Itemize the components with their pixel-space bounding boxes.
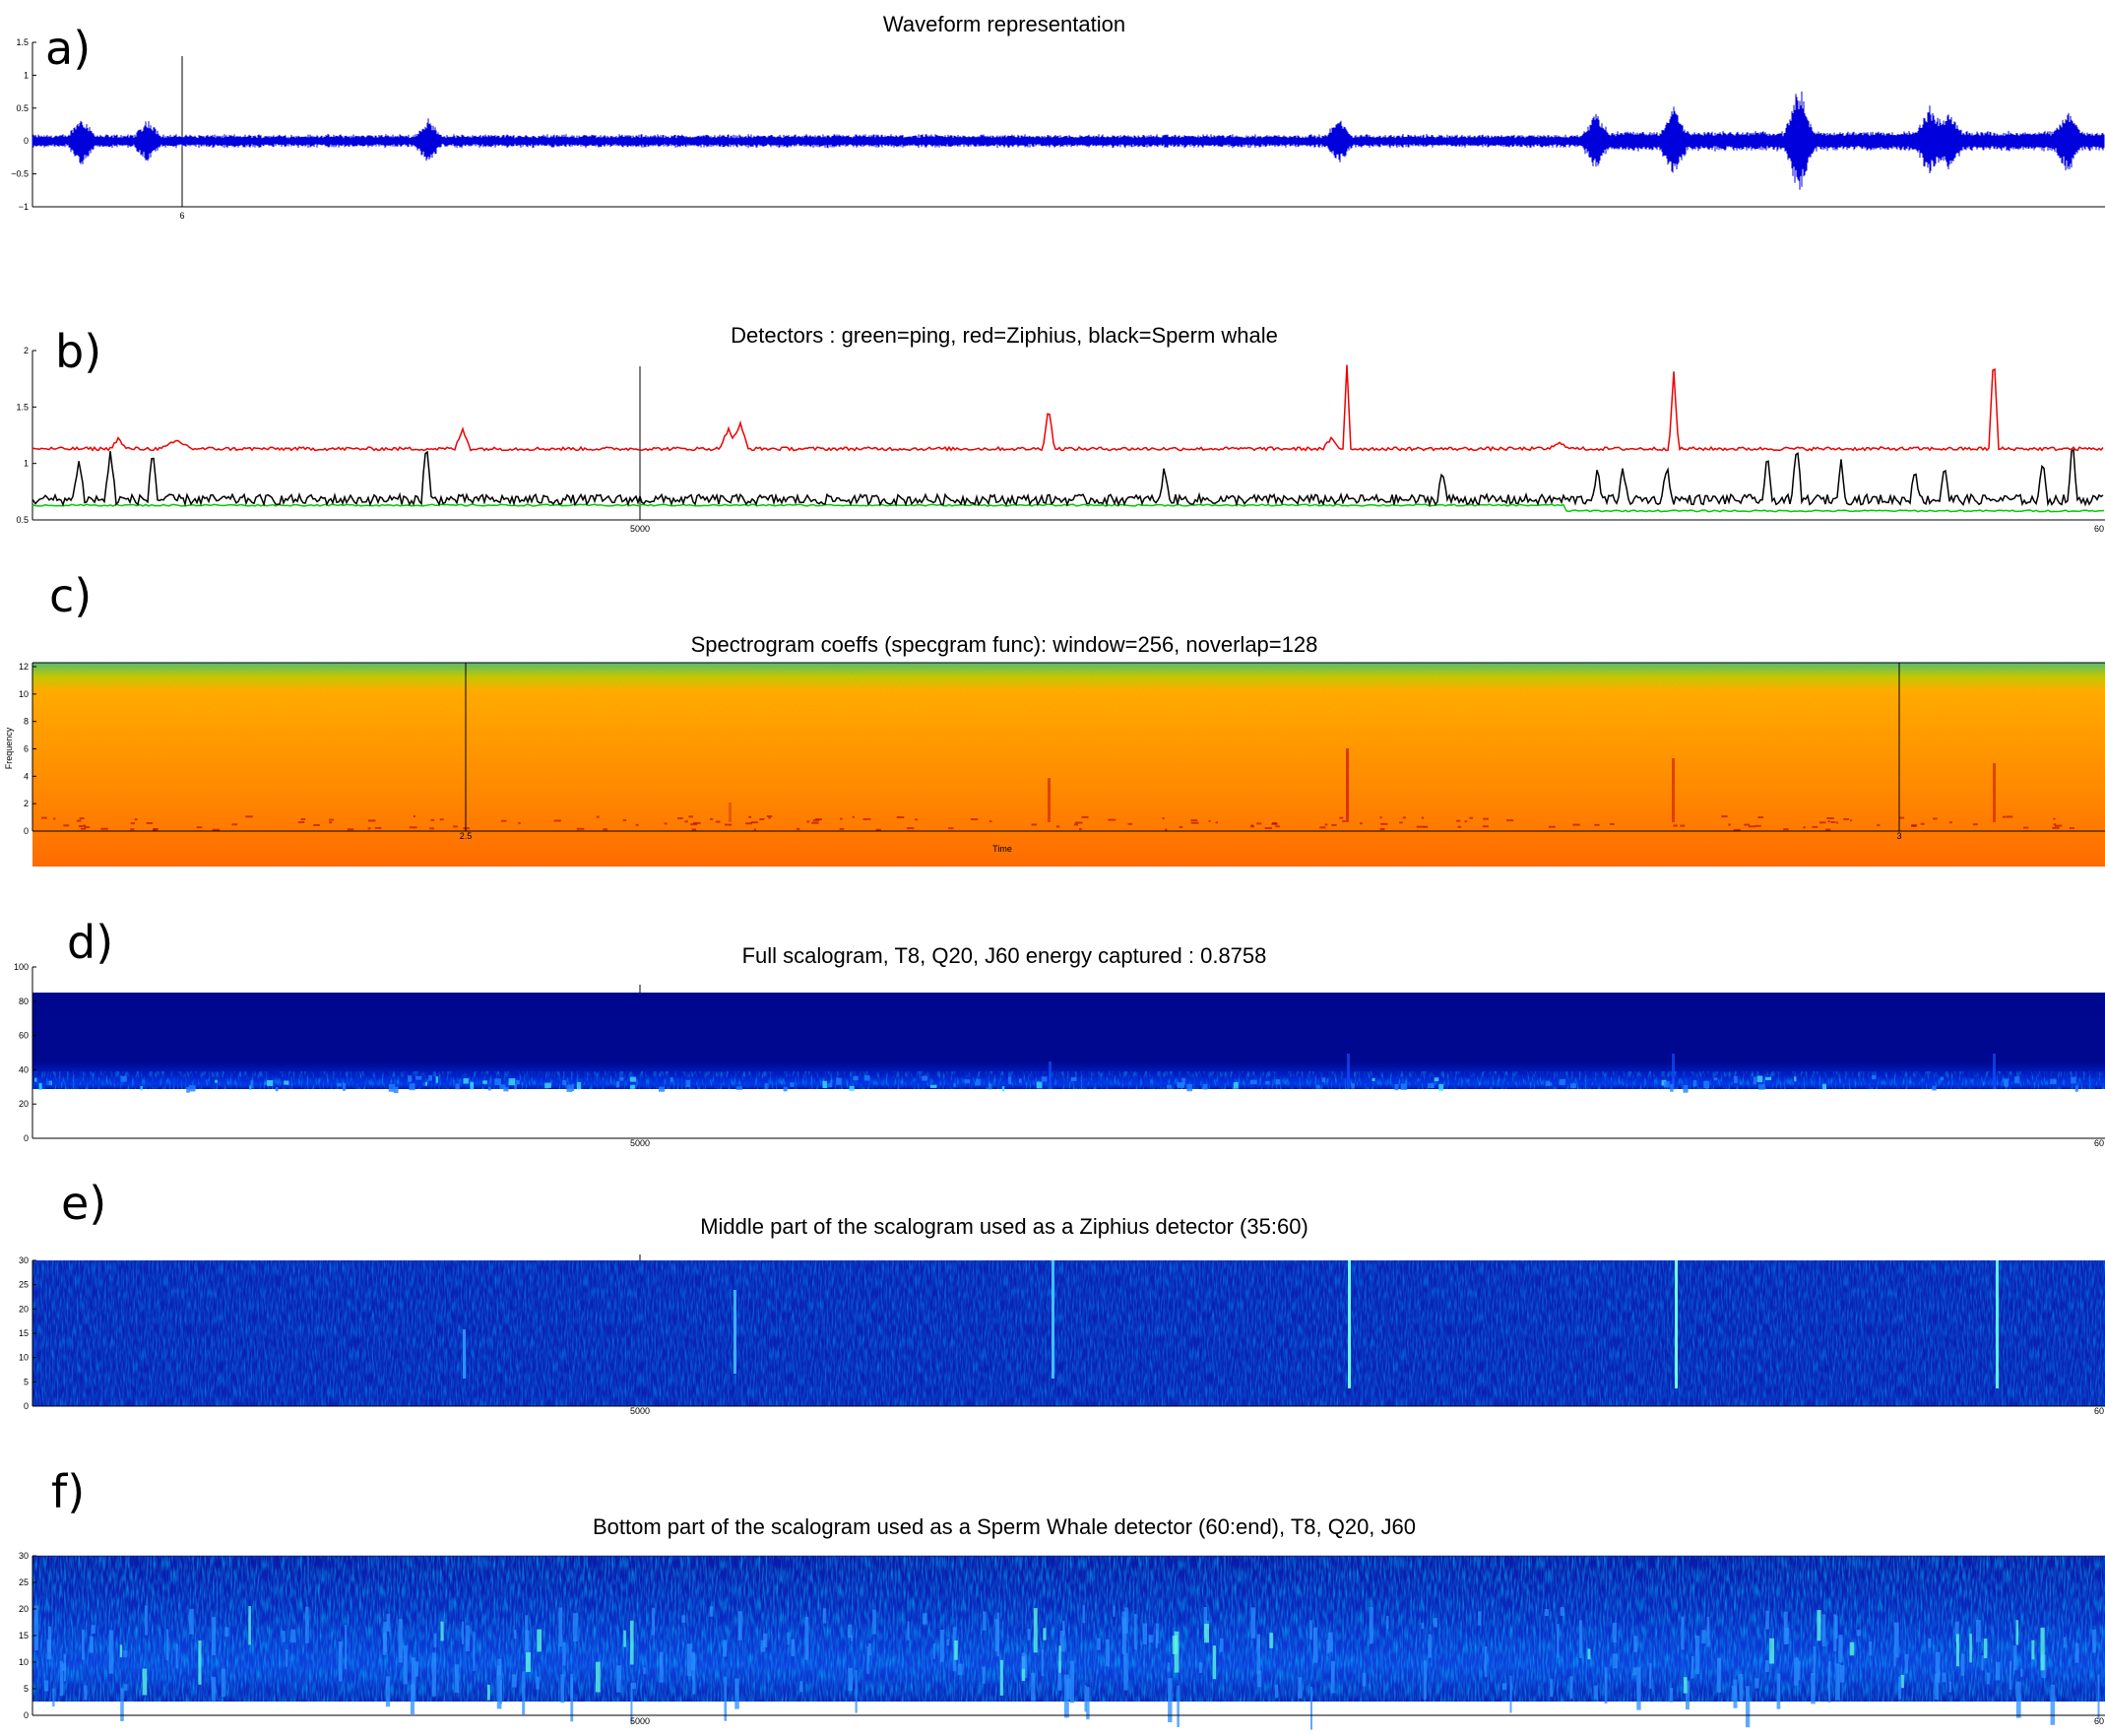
spectrogram-chart: 12 10 8 6 4 2 0 2.5 3 Time Frequency — [4, 662, 2105, 867]
y-tick-label: 20 — [19, 1604, 29, 1614]
y-tick-label: 40 — [19, 1064, 29, 1074]
y-tick-label: 4 — [24, 771, 29, 781]
y-tick-label: 0 — [24, 1401, 29, 1411]
y-axis-label: Frequency — [4, 727, 14, 769]
x-tick-label: 60 — [2094, 1138, 2104, 1148]
x-tick-label: 2.5 — [460, 831, 473, 841]
y-tick-label: 10 — [19, 1657, 29, 1667]
y-tick-label: 2 — [24, 799, 29, 808]
y-tick-label: 30 — [19, 1255, 29, 1265]
panel-label: b) — [55, 325, 102, 378]
panel-title: Bottom part of the scalogram used as a S… — [592, 1514, 1417, 1539]
y-tick-labels: 30 25 20 15 10 5 0 — [19, 1255, 36, 1411]
panel-title: Waveform representation — [882, 12, 1126, 36]
panel-title: Spectrogram coeffs (specgram func): wind… — [690, 632, 1318, 657]
y-tick-label: 15 — [19, 1328, 29, 1338]
y-tick-label: 5 — [24, 1377, 29, 1386]
x-tick-label: 5000 — [630, 1138, 650, 1148]
y-tick-labels: 100 80 60 40 20 0 — [14, 962, 36, 1143]
y-tick-label: 0.5 — [16, 103, 29, 113]
y-tick-label: −1 — [19, 202, 29, 212]
y-tick-label: 12 — [19, 662, 29, 672]
full-scalogram-chart: 100 80 60 40 20 0 5000 60 — [14, 962, 2105, 1148]
x-tick-label: 5000 — [630, 1716, 650, 1726]
x-tick-label: 3 — [1896, 831, 1901, 841]
y-tick-label: 0 — [24, 136, 29, 146]
panel-label: d) — [67, 916, 114, 969]
y-tick-label: 1 — [24, 459, 29, 469]
y-tick-label: −0.5 — [11, 169, 29, 179]
y-tick-label: 1.5 — [16, 37, 29, 47]
y-tick-label: 25 — [19, 1577, 29, 1587]
waveform-series — [32, 91, 2105, 190]
y-tick-label: 0 — [24, 1133, 29, 1143]
y-tick-label: 60 — [19, 1031, 29, 1041]
y-tick-label: 30 — [19, 1551, 29, 1561]
detector-chart: 2 1.5 1 0.5 5000 60 — [16, 346, 2105, 534]
panel-c: c) Spectrogram coeffs (specgram func): w… — [0, 561, 2105, 867]
sperm-whale-series — [32, 448, 2104, 508]
y-tick-label: 1 — [24, 70, 29, 80]
panel-a: a) Waveform representation 1.5 1 0.5 0 −0.5 −… — [0, 0, 2105, 236]
y-tick-labels: 12 10 8 6 4 2 0 — [19, 662, 36, 836]
panel-label: e) — [61, 1177, 107, 1230]
sperm-whale-scalogram-chart: 30 25 20 15 10 5 0 5000 60 — [19, 1551, 2105, 1730]
panel-title: Detectors : green=ping, red=Ziphius, bla… — [731, 323, 1278, 348]
y-tick-label: 2 — [24, 346, 29, 355]
y-tick-label: 10 — [19, 689, 29, 699]
panel-title: Middle part of the scalogram used as a Z… — [700, 1214, 1308, 1239]
ping-series — [32, 503, 2105, 513]
y-tick-label: 0 — [24, 1710, 29, 1720]
y-tick-label: 0.5 — [16, 515, 29, 525]
y-tick-label: 8 — [24, 717, 29, 727]
panel-title: Full scalogram, T8, Q20, J60 energy capt… — [741, 943, 1267, 968]
panel-label: f) — [51, 1465, 86, 1518]
panel-e: e) Middle part of the scalogram used as … — [0, 1177, 2105, 1443]
y-tick-label: 15 — [19, 1631, 29, 1640]
y-tick-labels: 2 1.5 1 0.5 — [16, 346, 36, 525]
x-tick-label: 5000 — [630, 524, 650, 534]
y-tick-label: 25 — [19, 1280, 29, 1290]
x-tick-label: 5000 — [630, 1406, 650, 1416]
x-tick-label: 60 — [2094, 1716, 2104, 1726]
x-tick-label: 60 — [2094, 524, 2104, 534]
y-tick-label: 20 — [19, 1304, 29, 1314]
y-tick-label: 100 — [14, 962, 29, 972]
ziphius-series — [32, 364, 2104, 452]
panel-label: a) — [45, 22, 92, 75]
y-tick-labels: 30 25 20 15 10 5 0 — [19, 1551, 36, 1720]
panel-f: f) Bottom part of the scalogram used as … — [0, 1457, 2105, 1736]
y-tick-label: 0 — [24, 826, 29, 836]
x-tick-label: 6 — [179, 211, 184, 221]
panel-label: c) — [49, 569, 93, 622]
y-tick-label: 10 — [19, 1353, 29, 1363]
y-tick-label: 80 — [19, 997, 29, 1006]
panel-d: d) Full scalogram, T8, Q20, J60 energy c… — [0, 906, 2105, 1162]
x-axis-label: Time — [992, 844, 1012, 854]
y-tick-label: 6 — [24, 744, 29, 754]
waveform-chart: 1.5 1 0.5 0 −0.5 −1 6 — [11, 37, 2105, 221]
y-tick-label: 5 — [24, 1684, 29, 1694]
y-tick-label: 20 — [19, 1099, 29, 1109]
x-tick-label: 60 — [2094, 1406, 2104, 1416]
ziphius-scalogram-chart: 30 25 20 15 10 5 0 5000 60 — [19, 1254, 2105, 1416]
panel-b: b) Detectors : green=ping, red=Ziphius, … — [0, 315, 2105, 542]
y-tick-label: 1.5 — [16, 402, 29, 412]
